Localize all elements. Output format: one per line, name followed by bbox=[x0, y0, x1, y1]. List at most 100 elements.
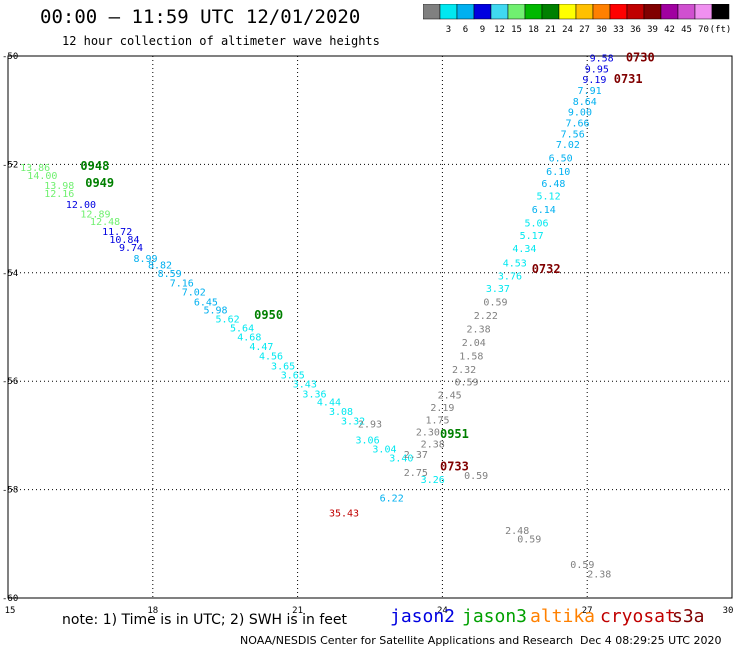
swh-value-jason3: 12.16 bbox=[44, 189, 74, 200]
swh-value-jason3: 4.68 bbox=[237, 333, 261, 344]
swh-value-jason3: 11.72 bbox=[102, 227, 132, 238]
swh-value-jason3: 3.65 bbox=[271, 361, 295, 372]
swh-value-s3a: 2.38 bbox=[467, 324, 491, 335]
y-tick-label: -58 bbox=[2, 486, 18, 496]
swh-value-jason3: 8.59 bbox=[158, 269, 182, 280]
swh-value-jason3: 8.99 bbox=[133, 254, 157, 265]
colorbar-label: 15 bbox=[511, 25, 522, 34]
time-label-cryosat: 0731 bbox=[614, 72, 643, 86]
swh-value-jason3: 3.40 bbox=[389, 453, 413, 464]
colorbar-label: 36 bbox=[630, 25, 641, 34]
swh-value-s3a: 0.59 bbox=[483, 297, 507, 308]
swh-value-s3a: 2.75 bbox=[404, 468, 428, 479]
time-label-cryosat: 0732 bbox=[532, 262, 561, 276]
x-tick-label: 27 bbox=[582, 606, 593, 616]
y-tick-label: -50 bbox=[2, 52, 18, 62]
swh-value-altika: 5.12 bbox=[537, 192, 561, 203]
swh-value-s3a: 1.75 bbox=[426, 415, 450, 426]
swh-value-s3a: 2.93 bbox=[358, 419, 382, 430]
swh-value-jason3: 12.89 bbox=[80, 210, 110, 221]
swh-value-jason3: 5.62 bbox=[216, 315, 240, 326]
swh-value-altika: 5.06 bbox=[524, 219, 548, 230]
swh-value-jason3: 5.64 bbox=[230, 323, 254, 334]
colorbar-swatch bbox=[711, 4, 730, 20]
swh-value-jason3: 4.47 bbox=[249, 342, 273, 353]
swh-value-s3a: 2.38 bbox=[421, 439, 445, 450]
swh-value-altika: 3.76 bbox=[498, 271, 522, 282]
swh-value-altika: 6.14 bbox=[532, 205, 556, 216]
swh-value-jason3: 6.22 bbox=[380, 494, 404, 505]
x-tick-label: 18 bbox=[147, 606, 158, 616]
swh-value-jason3: 6.45 bbox=[194, 297, 218, 308]
swh-value-altika: 7.91 bbox=[578, 86, 602, 97]
time-label-jason3: 0948 bbox=[80, 159, 109, 173]
swh-value-altika: 9.00 bbox=[568, 108, 592, 119]
colorbar-label: 21 bbox=[545, 25, 556, 34]
x-tick-label: 15 bbox=[5, 606, 16, 616]
swh-value-s3a: 1.58 bbox=[459, 352, 483, 363]
swh-value-jason3: 12.48 bbox=[90, 217, 120, 228]
swh-value-altika: 9.19 bbox=[582, 75, 606, 86]
time-label-cryosat: 0730 bbox=[626, 50, 655, 64]
page-title: 00:00 – 11:59 UTC 12/01/2020 bbox=[40, 6, 361, 28]
x-tick-label: 30 bbox=[723, 606, 734, 616]
time-label-jason3: 0951 bbox=[440, 427, 469, 441]
swh-value-jason3: 4.44 bbox=[317, 398, 341, 409]
colorbar-label: 3 bbox=[446, 25, 451, 34]
swh-value-s3a: 2.37 bbox=[404, 450, 428, 461]
time-label-jason3: 0950 bbox=[254, 308, 283, 322]
y-tick-label: -56 bbox=[2, 377, 18, 387]
colorbar-label: 9 bbox=[480, 25, 485, 34]
legend-jason2: jason2 bbox=[390, 606, 456, 627]
swh-value-jason3: 4.56 bbox=[259, 352, 283, 363]
swh-value-s3a: 2.19 bbox=[430, 403, 454, 414]
swh-value-s3a: 2.22 bbox=[474, 311, 498, 322]
x-tick-label: 24 bbox=[437, 606, 448, 616]
footer-note: note: 1) Time is in UTC; 2) SWH is in fe… bbox=[62, 612, 348, 628]
y-tick-label: -52 bbox=[2, 160, 18, 170]
colorbar-label: 42 bbox=[664, 25, 675, 34]
swh-value-jason3: 7.16 bbox=[170, 278, 194, 289]
y-tick-label: -54 bbox=[2, 269, 18, 279]
colorbar-label: 33 bbox=[613, 25, 624, 34]
swh-value-jason3: 13.98 bbox=[44, 181, 74, 192]
colorbar-label: 70 bbox=[698, 25, 709, 34]
colorbar-label: 6 bbox=[463, 25, 468, 34]
swh-value-s3a: 0.59 bbox=[464, 471, 488, 482]
swh-value-s3a: 2.45 bbox=[438, 391, 462, 402]
swh-value-s3a: 2.04 bbox=[462, 338, 486, 349]
x-tick-label: 21 bbox=[292, 606, 303, 616]
swh-value-altika: 9.58 bbox=[590, 53, 614, 64]
swh-value-jason3: 13.86 bbox=[20, 163, 50, 174]
swh-value-altika: 5.17 bbox=[520, 231, 544, 242]
generation-timestamp: Dec 4 08:29:25 UTC 2020 bbox=[580, 634, 722, 647]
swh-value-jason3: 7.02 bbox=[182, 288, 206, 299]
swh-value-jason3: 12.00 bbox=[66, 200, 96, 211]
colorbar-label: 12 bbox=[494, 25, 505, 34]
swh-value-jason3: 5.98 bbox=[203, 305, 227, 316]
swh-value-s3a: 2.30 bbox=[416, 427, 440, 438]
wave-height-colorbar: 3 6 9 12 15 18 21 24 27 30 33 36 39 42 45 70 (ft) bbox=[423, 4, 731, 34]
swh-value-s3a: 0.59 bbox=[454, 378, 478, 389]
swh-value-altika: 7.02 bbox=[556, 140, 580, 151]
swh-value-s3a: 2.48 bbox=[505, 526, 529, 537]
swh-value-altika: 8.64 bbox=[573, 97, 597, 108]
swh-value-altika: 6.10 bbox=[546, 167, 570, 178]
swh-value-s3a: 0.59 bbox=[570, 560, 594, 571]
swh-value-jason3: 3.06 bbox=[356, 436, 380, 447]
swh-value-altika: 6.48 bbox=[541, 179, 565, 190]
swh-value-jason3: 8.82 bbox=[148, 260, 172, 271]
swh-value-jason3: 9.74 bbox=[119, 243, 143, 254]
colorbar-label: 27 bbox=[579, 25, 590, 34]
credit-line: NOAA/NESDIS Center for Satellite Applica… bbox=[240, 634, 574, 647]
swh-value-altika: 4.53 bbox=[503, 258, 527, 269]
swh-value-s3a: 2.38 bbox=[587, 569, 611, 580]
y-tick-label: -60 bbox=[2, 594, 18, 604]
legend-altika: altika bbox=[530, 606, 596, 627]
legend-s3a: s3a bbox=[672, 606, 705, 627]
time-label-jason3: 0949 bbox=[85, 176, 114, 190]
swh-value-jason3: 14.00 bbox=[27, 171, 57, 182]
swh-value-jason3: 3.43 bbox=[293, 380, 317, 391]
legend-cryosat: cryosat bbox=[600, 606, 676, 627]
